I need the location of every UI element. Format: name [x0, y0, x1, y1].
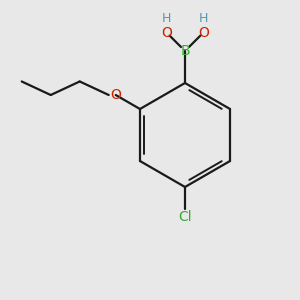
Text: O: O — [110, 88, 121, 102]
Text: O: O — [198, 26, 209, 40]
Text: B: B — [180, 44, 190, 58]
Text: Cl: Cl — [178, 210, 192, 224]
Text: H: H — [162, 12, 171, 25]
Text: H: H — [199, 12, 208, 25]
Text: O: O — [161, 26, 172, 40]
